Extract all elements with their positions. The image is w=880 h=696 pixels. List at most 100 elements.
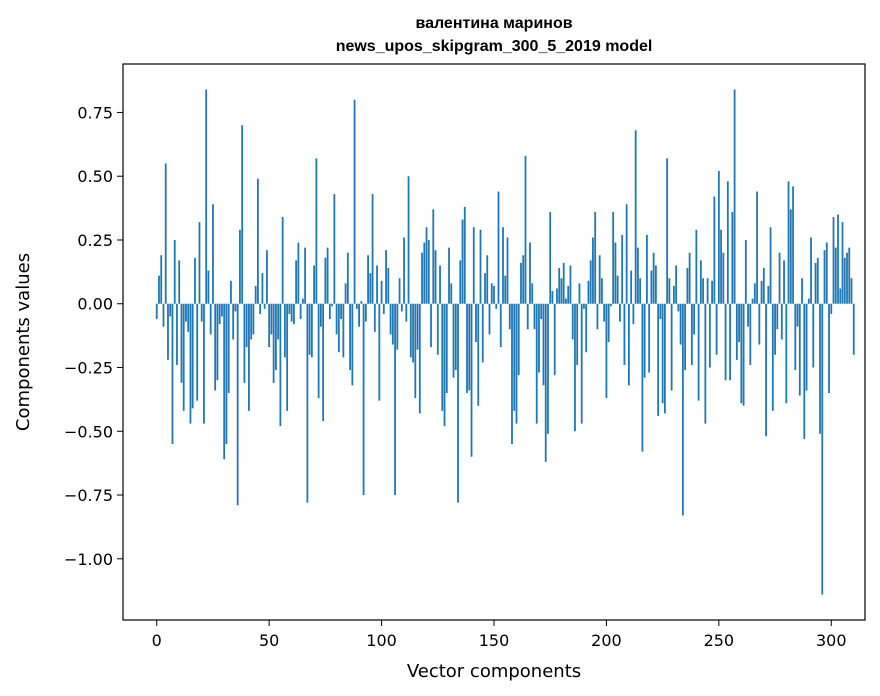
plot-frame	[122, 63, 866, 621]
bar	[576, 303, 579, 365]
bar	[203, 303, 205, 424]
bar	[207, 270, 210, 304]
bar	[592, 237, 594, 304]
bar	[351, 303, 354, 386]
bar	[812, 303, 815, 368]
bar	[837, 214, 839, 304]
bar	[529, 242, 531, 304]
bar	[632, 303, 635, 325]
bar	[187, 303, 190, 332]
bar	[783, 260, 785, 304]
bar	[672, 285, 675, 304]
bar	[513, 303, 516, 411]
bar	[434, 250, 437, 304]
bar	[225, 303, 228, 445]
bar	[396, 303, 399, 350]
bar	[378, 303, 381, 401]
bar	[753, 283, 756, 304]
bar	[364, 303, 367, 322]
bar	[490, 283, 493, 304]
bar	[162, 303, 165, 327]
bar	[470, 303, 473, 457]
bar	[176, 303, 178, 365]
x-tick-label: 0	[152, 631, 162, 650]
bar	[389, 303, 392, 335]
bar	[659, 303, 662, 320]
bar	[468, 303, 471, 391]
bar	[506, 237, 509, 304]
bar	[634, 130, 637, 304]
bar	[697, 303, 700, 401]
bar	[275, 303, 277, 371]
bar	[398, 278, 401, 304]
bar	[373, 303, 376, 332]
bar	[706, 278, 709, 304]
bar	[556, 288, 558, 304]
bar	[331, 303, 334, 307]
bar	[185, 303, 187, 322]
bar	[448, 247, 450, 304]
bar	[511, 303, 513, 445]
bar	[328, 303, 331, 320]
x-tick-label: 50	[259, 631, 279, 650]
bar	[646, 234, 648, 304]
bar	[578, 283, 581, 304]
bar	[158, 275, 160, 304]
bar	[540, 303, 543, 320]
bar	[209, 303, 212, 335]
bar	[160, 255, 163, 304]
y-tick-label: −0.50	[64, 422, 113, 441]
bar	[713, 196, 716, 304]
bar	[699, 260, 702, 304]
bar	[621, 234, 624, 304]
bar	[776, 303, 779, 330]
bar	[735, 303, 738, 360]
bar	[756, 191, 758, 304]
bar	[549, 211, 552, 304]
bar	[254, 285, 257, 304]
bar	[580, 303, 583, 424]
bar	[277, 303, 280, 340]
bar	[547, 303, 549, 434]
y-tick-label: 0.25	[77, 231, 113, 250]
bar	[778, 252, 781, 304]
bar	[828, 303, 830, 394]
bar	[520, 262, 522, 304]
bar	[286, 303, 289, 411]
bar	[666, 158, 669, 304]
bar	[441, 303, 444, 411]
bar	[614, 242, 617, 304]
bar	[400, 303, 403, 312]
bar	[171, 303, 174, 445]
bar	[304, 247, 307, 304]
bar	[567, 285, 570, 304]
bar	[515, 303, 518, 424]
bar	[704, 303, 707, 424]
bar	[488, 303, 491, 335]
bar	[616, 275, 619, 304]
bar	[841, 222, 844, 304]
bar	[569, 265, 572, 304]
bar	[832, 217, 835, 304]
bar	[362, 303, 365, 496]
bar	[814, 262, 817, 304]
bar	[414, 303, 417, 399]
bar	[789, 209, 792, 304]
bar	[598, 255, 601, 304]
bar	[387, 268, 390, 304]
bar	[562, 262, 565, 304]
bar	[852, 303, 855, 355]
bar	[324, 257, 327, 304]
bar	[439, 265, 441, 304]
bar	[243, 303, 246, 383]
bar	[360, 301, 363, 304]
bar	[189, 303, 192, 424]
bar	[652, 252, 655, 304]
bar	[594, 211, 597, 304]
chart-title: валентина маринов	[415, 15, 572, 32]
y-tick-label: 0.50	[77, 167, 113, 186]
bar	[340, 303, 342, 320]
bar	[821, 303, 824, 595]
bar	[342, 303, 345, 358]
bar	[744, 239, 747, 304]
